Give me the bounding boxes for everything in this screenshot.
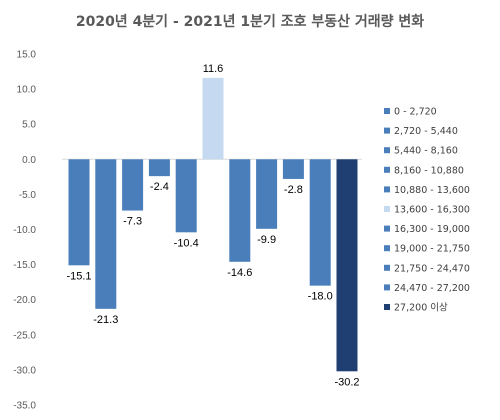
data-label: -21.3: [93, 314, 118, 326]
y-tick-label: -30.0: [13, 365, 36, 376]
data-label: -30.2: [334, 376, 359, 388]
legend-item-label: 2,720 - 5,440: [394, 126, 458, 137]
bar: [309, 159, 331, 286]
legend-swatch: [384, 264, 390, 271]
legend-swatch: [384, 304, 390, 310]
legend-swatch: [384, 225, 390, 232]
data-labels: -15.1 -21.3 -7.3 -2.4 -10.4 11.6 -14.6 -9.9 -2.8…: [66, 63, 359, 388]
legend-item-label: 0 - 2,720: [394, 107, 437, 118]
data-label: -2.4: [150, 181, 169, 193]
legend-item-label: 10,880 - 13,600: [394, 185, 470, 196]
chart-title: 2020년 4분기 - 2021년 1분기 조호 부동산 거래량 변화: [76, 13, 424, 30]
data-label: -7.3: [123, 216, 142, 228]
bar: [175, 159, 197, 233]
y-tick-label: -25.0: [13, 330, 36, 341]
legend-swatch: [384, 166, 390, 173]
legend-item-label: 27,200 이상: [394, 303, 448, 314]
bar: [95, 159, 117, 309]
bar: [282, 159, 304, 179]
legend-item-label: 24,470 - 27,200: [394, 283, 470, 294]
data-label: -10.4: [174, 237, 199, 249]
legend-item-label: 21,750 - 24,470: [394, 263, 470, 274]
bar: [122, 159, 144, 211]
bar: [68, 159, 90, 266]
y-tick-label: -15.0: [13, 260, 36, 271]
y-tick-label: 10.0: [17, 85, 37, 96]
legend-swatch: [384, 147, 390, 154]
bar: [202, 77, 224, 160]
legend-item-label: 19,000 - 21,750: [394, 244, 470, 255]
data-label: -9.9: [257, 234, 276, 246]
y-tick-label: 0.0: [22, 155, 36, 166]
y-tick-label: -20.0: [13, 295, 36, 306]
y-tick-label: -10.0: [13, 225, 36, 236]
legend-swatch: [384, 206, 390, 212]
y-tick-label: 15.0: [17, 50, 37, 61]
legend-item-label: 8,160 - 10,880: [394, 165, 464, 176]
bar: [256, 159, 278, 229]
bar: [148, 159, 170, 177]
bars: [68, 77, 358, 372]
data-label: -15.1: [66, 270, 91, 282]
legend-item-label: 16,300 - 19,000: [394, 224, 470, 235]
legend-swatch: [384, 186, 390, 193]
legend-swatch: [384, 127, 390, 134]
legend: 0 - 2,720 2,720 - 5,440 5,440 - 8,160 8,160…: [384, 107, 470, 314]
y-tick-label: 5.0: [22, 120, 36, 131]
legend-swatch: [384, 245, 390, 252]
data-label: -2.8: [284, 184, 303, 196]
data-label: -14.6: [227, 267, 252, 279]
y-tick-label: -35.0: [13, 401, 36, 412]
data-label: 11.6: [203, 63, 224, 75]
legend-item-label: 5,440 - 8,160: [394, 146, 458, 157]
y-tick-label: -5.0: [19, 190, 37, 201]
bar: [336, 159, 358, 372]
legend-swatch: [384, 284, 390, 291]
bar: [229, 159, 251, 262]
data-label: -18.0: [308, 291, 333, 303]
legend-swatch: [384, 108, 390, 114]
legend-item-label: 13,600 - 16,300: [394, 205, 470, 216]
